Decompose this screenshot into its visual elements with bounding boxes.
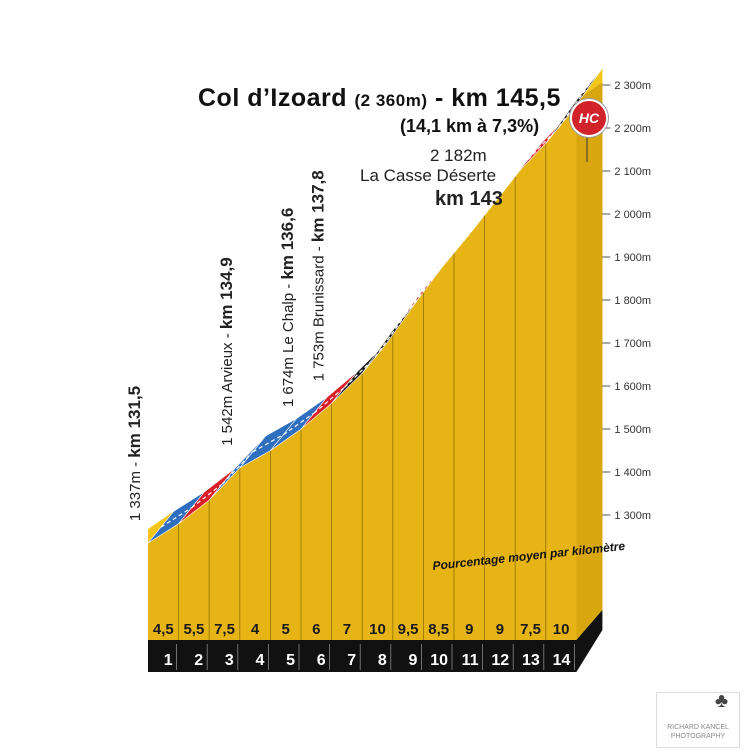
gradient-label: 9,5: [398, 621, 419, 638]
gradient-label: 8,5: [428, 621, 449, 638]
casse-deserte-name: La Casse Déserte: [360, 166, 497, 185]
waypoint-label: 1 753m Brunissard - km 137,8: [309, 170, 328, 381]
road-centre-line: [497, 159, 529, 199]
y-tick-label: 1 900m: [614, 252, 651, 264]
waypoint-km: km 137,8: [309, 170, 328, 242]
road-centre-line: [374, 313, 407, 358]
gradient-label: 7,5: [520, 621, 541, 638]
km-label: 13: [522, 652, 540, 669]
col-km: - km 145,5: [434, 84, 561, 112]
base-strip-layer: [148, 610, 603, 672]
road-centre-line: [160, 507, 192, 528]
road-centre-line: [283, 412, 315, 436]
base-strip: [148, 610, 603, 672]
waypoint-km: km 136,6: [278, 208, 297, 280]
y-tick-label: 2 200m: [614, 123, 651, 135]
waypoint-label: 1 674m Le Chalp - km 136,6: [278, 208, 297, 407]
hc-category-badge: HC: [570, 99, 608, 137]
road-centre-line: [252, 434, 284, 453]
palm-tree-icon: ♣: [715, 690, 729, 712]
road-centre-line: [221, 451, 254, 485]
km-label: 11: [462, 652, 479, 669]
road-centre-line: [558, 83, 590, 128]
y-tick-label: 2 000m: [614, 209, 651, 221]
road-centre-line: [466, 197, 499, 238]
km-label: 7: [347, 652, 356, 669]
waypoint-km: km 134,9: [217, 257, 236, 329]
chart-subtitle: (14,1 km à 7,3%): [400, 116, 540, 136]
waypoint-altitude: 1 753m Brunissard -: [311, 242, 328, 381]
waypoint-km: km 131,5: [125, 386, 144, 458]
gradient-label: 10: [553, 621, 570, 638]
km-label: 1: [164, 652, 173, 669]
gradient-label: 6: [312, 621, 320, 638]
photographer-watermark: ♣ RICHARD KANCEL PHOTOGRAPHY: [656, 690, 740, 748]
km-label: 4: [255, 652, 264, 669]
y-tick-label: 1 800m: [614, 295, 651, 307]
watermark-line-2: PHOTOGRAPHY: [670, 733, 726, 740]
col-altitude: (2 360m): [354, 91, 428, 110]
y-tick-label: 1 400m: [614, 467, 651, 479]
gradient-label: 5: [282, 621, 290, 638]
km-label: 3: [225, 652, 234, 669]
waypoint-label: 1 337m - km 131,5: [125, 386, 144, 521]
y-tick-label: 2 100m: [614, 166, 651, 178]
casse-deserte-km: km 143: [435, 188, 503, 210]
gradient-label: 9: [465, 621, 473, 638]
gradient-label: 9: [496, 621, 504, 638]
gradient-label: 7: [343, 621, 351, 638]
watermark-line-1: RICHARD KANCEL: [667, 724, 729, 731]
gradient-label: 10: [369, 621, 386, 638]
casse-deserte-altitude: 2 182m: [430, 146, 487, 165]
gradient-label: 4: [251, 621, 260, 638]
waypoint-altitude: 1 674m Le Chalp -: [280, 280, 297, 408]
km-label: 12: [491, 652, 509, 669]
y-tick-label: 1 500m: [614, 424, 651, 436]
km-label: 9: [408, 652, 417, 669]
col-name: Col d’Izoard: [198, 84, 348, 112]
chart-text-layer: 1 300m 1 400m 1 500m 1 600m 1 700m 1 800m 1 90…: [125, 80, 651, 669]
gradient-label: 4,5: [153, 621, 174, 638]
gradient-label: 5,5: [183, 621, 204, 638]
waypoint-altitude: 1 337m -: [127, 458, 144, 521]
y-tick-label: 1 700m: [614, 338, 651, 350]
km-dividers-layer: [178, 84, 611, 640]
km-label: 10: [430, 652, 448, 669]
road-centre-line: [435, 236, 468, 274]
km-label: 5: [286, 652, 295, 669]
waypoint-label: 1 542m Arvieux - km 134,9: [217, 257, 236, 446]
road-segments-layer: [147, 68, 603, 544]
gradient-label: 7,5: [214, 621, 235, 638]
km-label: 14: [553, 652, 571, 669]
profile-side-face: [576, 82, 603, 640]
y-tick-label: 2 300m: [614, 80, 651, 92]
km-label: 6: [317, 652, 326, 669]
profile-front-face: [148, 100, 577, 640]
waypoint-altitude: 1 542m Arvieux -: [219, 329, 236, 446]
chart-title: Col d’Izoard (2 360m) - km 145,5: [198, 84, 561, 113]
y-tick-label: 1 600m: [614, 381, 651, 393]
km-label: 8: [378, 652, 387, 669]
y-tick-label: 1 300m: [614, 510, 651, 522]
km-label: 2: [194, 652, 203, 669]
